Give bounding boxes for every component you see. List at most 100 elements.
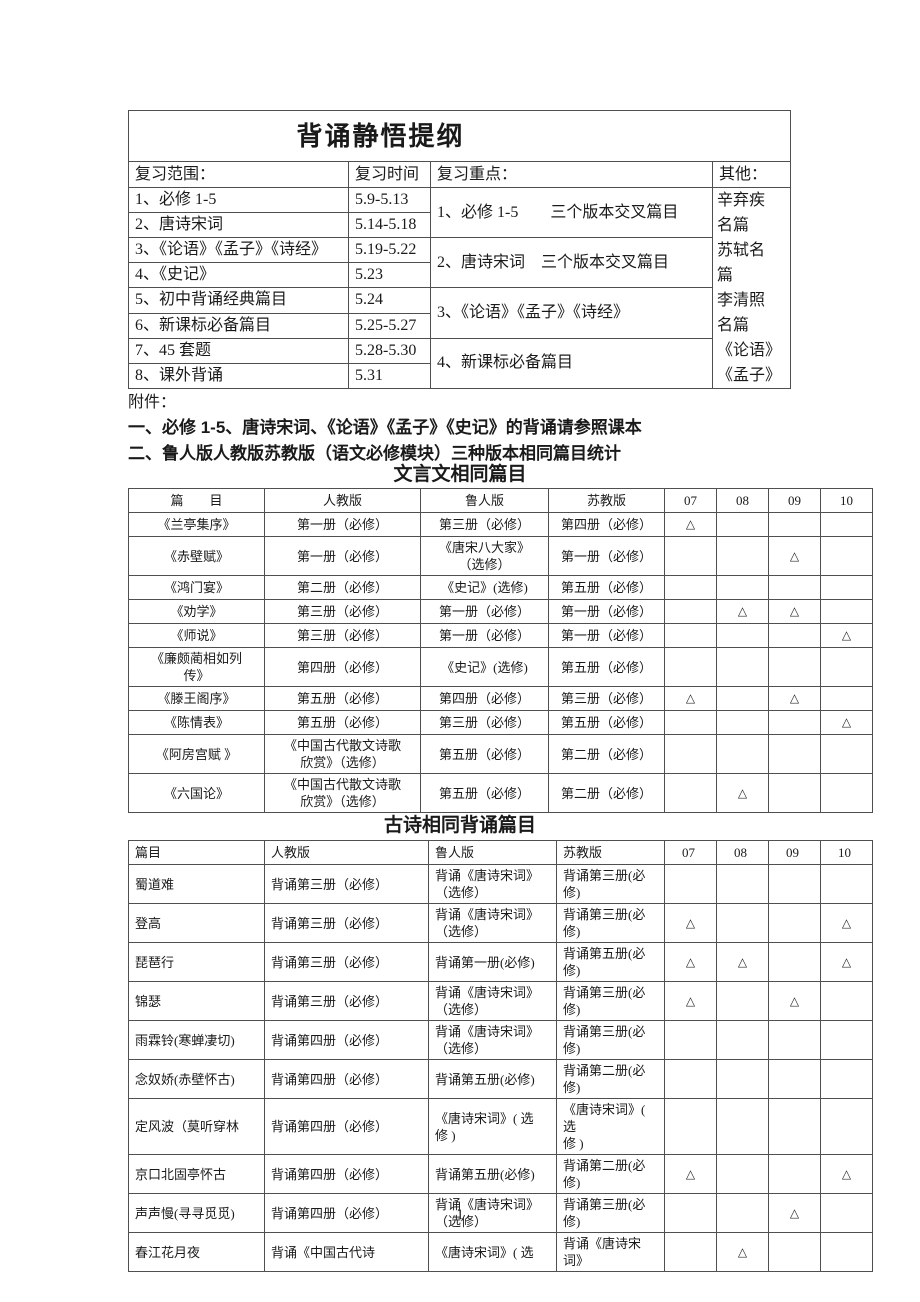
table-row: 《兰亭集序》 第一册（必修） 第三册（必修） 第四册（必修） △ [128, 512, 873, 537]
cell-scope: 6、新课标必备篇目 [128, 312, 349, 339]
cell-mark-10 [820, 1193, 873, 1233]
cell-title: 声声慢(寻寻觅觅) [128, 1193, 265, 1233]
table-row: 《赤壁赋》 第一册（必修） 《唐宋八大家》 （选修） 第一册（必修） △ [128, 536, 873, 576]
table-row: 3、《论语》《孟子》《诗经》 5.19-5.22 2、唐诗宋词 三个版本交叉篇目 [128, 236, 791, 289]
cell-luren: 背诵第五册(必修) [428, 1154, 557, 1194]
col-header-title: 篇目 [128, 840, 265, 865]
cell-mark-10 [820, 773, 873, 813]
cell-mark-09 [768, 1020, 821, 1060]
cell-mark-08: △ [716, 942, 769, 982]
cell-title: 念奴娇(赤壁怀古) [128, 1059, 265, 1099]
cell-mark-08 [716, 1059, 769, 1099]
col-header-10: 10 [820, 840, 873, 865]
table-row: 背诵静悟提纲 [127, 110, 792, 162]
cell-sujiao: 第一册（必修） [548, 623, 665, 648]
cell-focus: 2、唐诗宋词 三个版本交叉篇目 [430, 236, 713, 289]
cell-mark-10 [820, 981, 873, 1021]
cell-time: 5.31 [348, 363, 431, 389]
cell-mark-07 [664, 536, 717, 576]
cell-mark-10 [820, 575, 873, 600]
cell-mark-07 [664, 710, 717, 735]
cell-luren: 《唐诗宋词》( 选 修 ) [428, 1098, 557, 1155]
table-row: 《鸿门宴》 第二册（必修） 《史记》(选修) 第五册（必修） [128, 575, 873, 600]
cell-mark-09 [768, 623, 821, 648]
cell-title: 锦瑟 [128, 981, 265, 1021]
cell-renjiao: 背诵第四册（必修） [264, 1059, 429, 1099]
notes-block: 附件： 一、必修 1-5、唐诗宋词、《论语》《孟子》《史记》的背诵请参照课本 二… [128, 390, 908, 467]
cell-mark-10 [820, 1098, 873, 1155]
cell-sujiao: 第四册（必修） [548, 512, 665, 537]
cell-mark-07 [664, 599, 717, 624]
cell-mark-09 [768, 773, 821, 813]
table-row: 雨霖铃(寒蝉凄切) 背诵第四册（必修） 背诵《唐诗宋词》 （选修） 背诵第三册(… [128, 1020, 873, 1060]
table-row: 登高 背诵第三册（必修） 背诵《唐诗宋词》 （选修） 背诵第三册(必修) △ △ [128, 903, 873, 943]
table-row: 琵琶行 背诵第三册（必修） 背诵第一册(必修) 背诵第五册(必修) △ △ △ [128, 942, 873, 982]
cell-renjiao: 背诵第三册（必修） [264, 981, 429, 1021]
classical-table-title: 文言文相同篇目 [393, 464, 527, 485]
cell-time: 5.25-5.27 [348, 312, 431, 339]
note-line-1: 一、必修 1-5、唐诗宋词、《论语》《孟子》《史记》的背诵请参照课本 [128, 418, 642, 437]
cell-mark-07 [664, 1059, 717, 1099]
cell-other: 辛弃疾 名篇 苏轼名 篇 李清照 名篇 《论语》 《孟子》 [711, 187, 792, 389]
cell-renjiao: 第五册（必修） [264, 710, 421, 735]
cell-time: 5.9-5.13 [348, 187, 431, 213]
col-header-focus: 复习重点： [430, 161, 713, 188]
cell-mark-08 [716, 734, 769, 774]
page-title: 背诵静悟提纲 [127, 110, 792, 162]
cell-mark-08 [716, 981, 769, 1021]
cell-luren: 第四册（必修） [420, 686, 549, 711]
cell-luren: 背诵《唐诗宋词》 （选修） [428, 1020, 557, 1060]
cell-sujiao: 第一册（必修） [548, 536, 665, 576]
cell-sujiao: 《唐诗宋词》( 选 修 ) [556, 1098, 665, 1155]
cell-sujiao: 背诵第五册(必修) [556, 942, 665, 982]
cell-mark-07 [664, 773, 717, 813]
cell-mark-08 [716, 864, 769, 904]
table-row: 7、45 套题 5.28-5.30 4、新课标必备篇目 [128, 337, 791, 390]
cell-mark-09 [768, 1098, 821, 1155]
cell-luren: 《唐宋八大家》 （选修） [420, 536, 549, 576]
cell-mark-07 [664, 647, 717, 687]
table-row: 6、新课标必备篇目 5.25-5.27 [128, 312, 791, 339]
col-header-09: 09 [768, 840, 821, 865]
col-header-renjiao: 人教版 [264, 840, 429, 865]
cell-luren: 《唐诗宋词》( 选 [428, 1232, 557, 1272]
cell-mark-10 [820, 734, 873, 774]
table-row: 《阿房宫赋 》 《中国古代散文诗歌 欣赏》（选修） 第五册（必修） 第二册（必修… [128, 734, 873, 774]
cell-scope: 7、45 套题 [128, 337, 349, 365]
cell-luren: 第五册（必修） [420, 734, 549, 774]
cell-focus: 3、《论语》《孟子》《诗经》 [430, 287, 713, 339]
cell-sujiao: 背诵第三册(必修) [556, 1193, 665, 1233]
cell-mark-10: △ [820, 903, 873, 943]
cell-mark-08 [716, 1098, 769, 1155]
cell-renjiao: 第三册（必修） [264, 599, 421, 624]
cell-mark-09 [768, 734, 821, 774]
cell-mark-10 [820, 686, 873, 711]
cell-luren: 背诵第一册(必修) [428, 942, 557, 982]
cell-time: 5.24 [348, 287, 431, 314]
table-row: 《陈情表》 第五册（必修） 第三册（必修） 第五册（必修） △ [128, 710, 873, 735]
table-row: 1、必修 1-5 5.9-5.13 1、必修 1-5 三个版本交叉篇目 辛弃疾 … [128, 187, 792, 389]
cell-mark-07 [664, 864, 717, 904]
cell-renjiao: 背诵第三册（必修） [264, 903, 429, 943]
cell-mark-08 [716, 1020, 769, 1060]
table-header-row: 篇 目 人教版 鲁人版 苏教版 07 08 09 10 [128, 488, 873, 513]
col-header-08: 08 [716, 488, 769, 513]
col-header-07: 07 [664, 840, 717, 865]
table-row: 《六国论》 《中国古代散文诗歌 欣赏》（选修） 第五册（必修） 第二册（必修） … [128, 773, 873, 813]
poems-table: 篇目 人教版 鲁人版 苏教版 07 08 09 10 蜀道难 背诵第三册（必修）… [128, 840, 873, 1272]
cell-mark-08 [716, 623, 769, 648]
cell-time: 5.23 [348, 262, 431, 289]
cell-renjiao: 背诵《中国古代诗 [264, 1232, 429, 1272]
cell-sujiao: 第一册（必修） [548, 599, 665, 624]
cell-mark-10 [820, 599, 873, 624]
cell-sujiao: 背诵第三册(必修) [556, 1020, 665, 1060]
table-row: 《师说》 第三册（必修） 第一册（必修） 第一册（必修） △ [128, 623, 873, 648]
cell-luren: 第三册（必修） [420, 710, 549, 735]
cell-title: 《劝学》 [128, 599, 265, 624]
cell-title: 春江花月夜 [128, 1232, 265, 1272]
cell-mark-09 [768, 1059, 821, 1099]
cell-title: 登高 [128, 903, 265, 943]
cell-sujiao: 第二册（必修） [548, 734, 665, 774]
cell-mark-07: △ [664, 686, 717, 711]
cell-mark-08 [716, 575, 769, 600]
